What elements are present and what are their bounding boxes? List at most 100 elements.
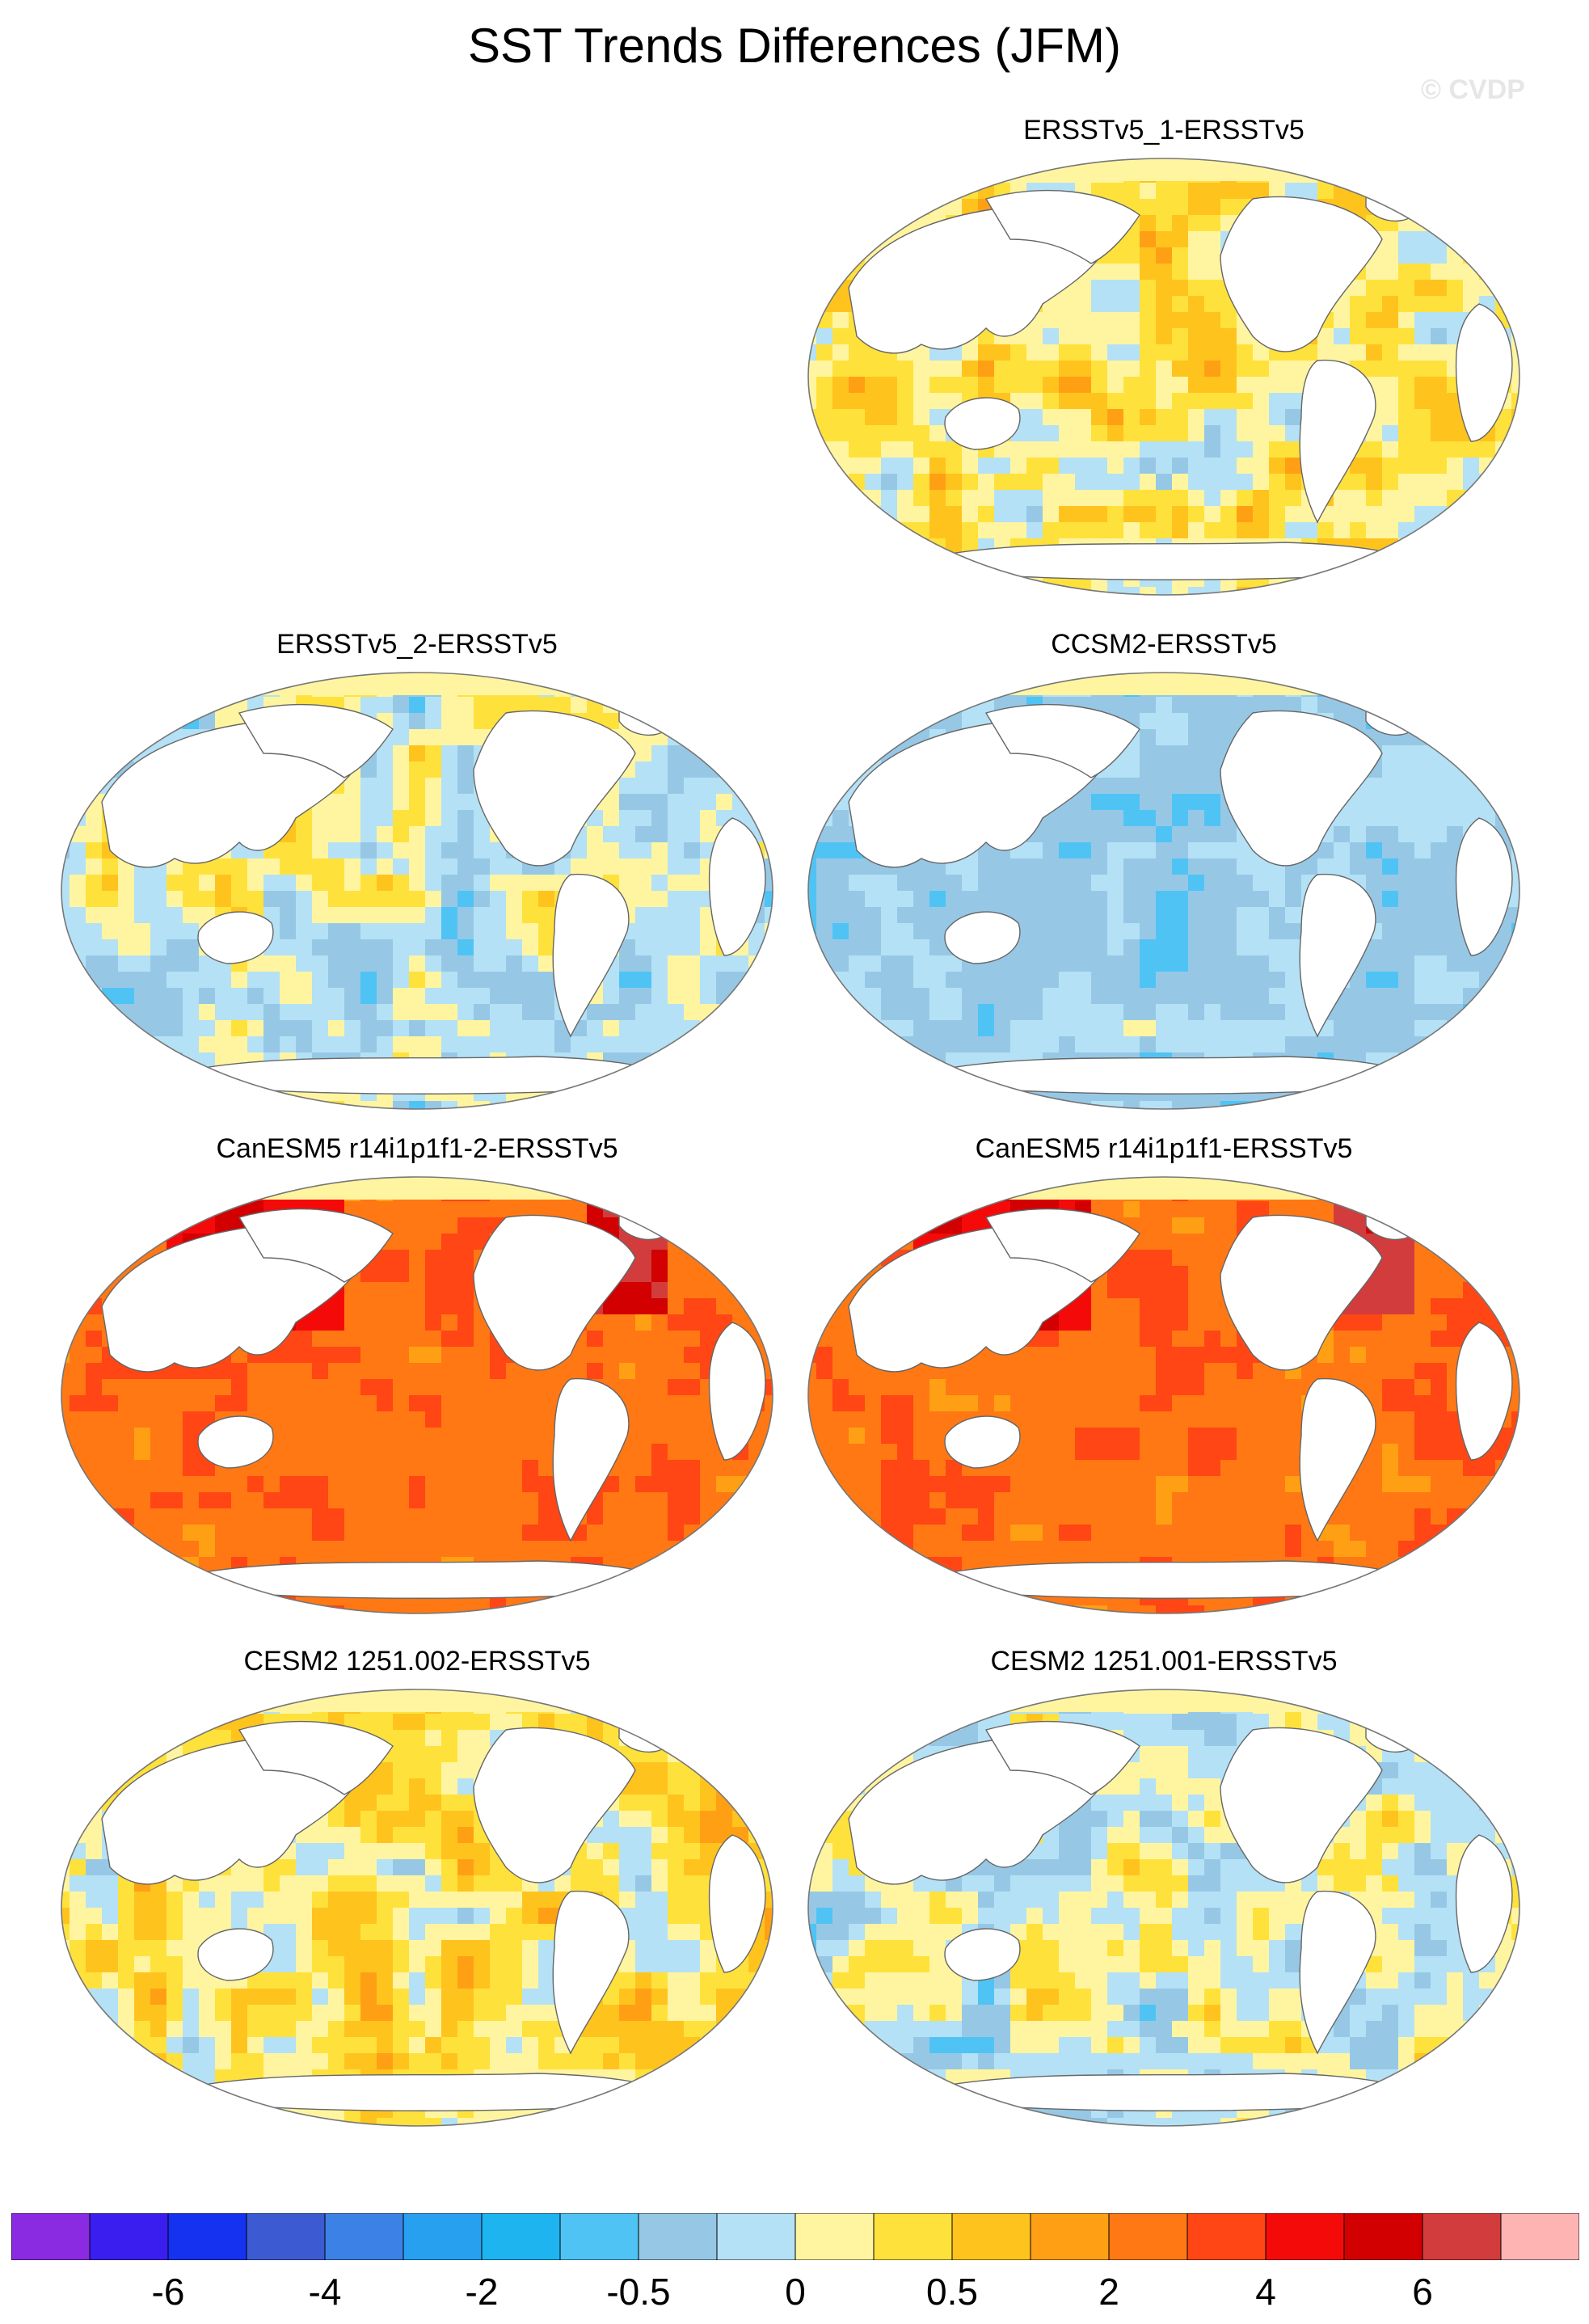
field-cell (1140, 778, 1157, 795)
field-cell (1075, 522, 1092, 539)
field-cell (684, 1347, 701, 1364)
field-cell (409, 697, 426, 714)
field-cell (296, 1347, 313, 1364)
field-cell (716, 673, 733, 681)
field-cell (86, 713, 103, 730)
field-cell (1220, 858, 1237, 875)
field-cell (474, 1020, 491, 1037)
field-cell (118, 1217, 135, 1234)
field-cell (183, 1395, 200, 1412)
field-cell (913, 681, 930, 698)
field-cell (344, 1363, 361, 1380)
field-cell (816, 923, 833, 940)
field-cell (247, 1004, 264, 1021)
field-cell (732, 1250, 749, 1267)
field-cell (1431, 296, 1448, 313)
field-cell (684, 1185, 701, 1202)
field-cell (1091, 393, 1108, 410)
field-cell (1220, 183, 1237, 200)
field-cell (280, 1347, 297, 1364)
field-cell (748, 1201, 765, 1218)
field-cell (1172, 377, 1189, 394)
field-cell (684, 907, 701, 924)
field-cell (409, 1428, 426, 1445)
field-cell (1156, 458, 1173, 475)
field-cell (635, 1541, 652, 1558)
field-cell (328, 1379, 345, 1396)
field-cell (247, 1379, 264, 1396)
field-cell (86, 939, 103, 956)
field-cell (393, 761, 410, 778)
field-cell (1204, 875, 1221, 892)
field-cell (538, 1525, 555, 1542)
field-cell (1204, 522, 1221, 539)
field-cell (70, 1266, 86, 1283)
field-cell (1511, 199, 1519, 216)
field-cell (849, 729, 866, 746)
field-cell (86, 1444, 103, 1461)
field-cell (134, 907, 151, 924)
field-cell (1123, 778, 1140, 795)
field-cell (199, 1177, 216, 1186)
field-cell (765, 778, 773, 795)
continent-outline (1455, 303, 1513, 442)
field-cell (457, 1444, 474, 1461)
field-cell (684, 891, 701, 908)
field-cell (1026, 858, 1043, 875)
field-cell (946, 713, 963, 730)
field-cell (554, 1363, 571, 1380)
field-cell (70, 1347, 86, 1364)
field-cell (263, 875, 280, 892)
field-cell (474, 875, 491, 892)
field-cell (684, 1177, 701, 1186)
field-cell (765, 1085, 773, 1102)
field-cell (118, 907, 135, 924)
field-cell (1463, 1036, 1480, 1053)
field-cell (765, 1217, 773, 1234)
field-cell (1220, 328, 1237, 345)
field-cell (70, 1331, 86, 1348)
field-cell (881, 1036, 898, 1053)
field-cell (1059, 328, 1076, 345)
field-cell (538, 907, 555, 924)
field-cell (1414, 875, 1431, 892)
field-cell (1382, 393, 1399, 410)
field-cell (538, 1428, 555, 1445)
field-cell (474, 1201, 491, 1218)
field-cell (865, 441, 882, 458)
field-cell (474, 1525, 491, 1542)
field-cell (1140, 826, 1157, 843)
field-cell (86, 1379, 103, 1396)
field-cell (603, 1331, 620, 1348)
field-cell (474, 1036, 491, 1053)
field-cell (506, 1101, 523, 1109)
field-cell (748, 1250, 765, 1267)
field-cell (1107, 826, 1124, 843)
field-cell (1495, 955, 1512, 972)
field-cell (1010, 891, 1027, 908)
field-cell (881, 673, 898, 681)
field-cell (1237, 393, 1254, 410)
field-cell (183, 1379, 200, 1396)
field-cell (1382, 264, 1399, 280)
field-cell (522, 1428, 539, 1445)
field-cell (1382, 231, 1399, 248)
field-cell (651, 1492, 668, 1509)
field-cell (668, 1476, 685, 1493)
field-cell (61, 1266, 70, 1283)
field-cell (1495, 555, 1512, 572)
field-cell (978, 377, 995, 394)
field-cell (1431, 199, 1448, 216)
field-cell (1043, 522, 1060, 539)
field-cell (1334, 312, 1351, 329)
field-cell (994, 158, 1011, 167)
field-cell (1511, 587, 1519, 595)
field-cell (1091, 1004, 1108, 1021)
field-cell (816, 158, 833, 167)
field-cell (1220, 522, 1237, 539)
field-cell (409, 842, 426, 859)
field-cell (344, 1411, 361, 1428)
field-cell (849, 377, 866, 394)
field-cell (635, 1363, 652, 1380)
field-cell (1253, 697, 1270, 714)
